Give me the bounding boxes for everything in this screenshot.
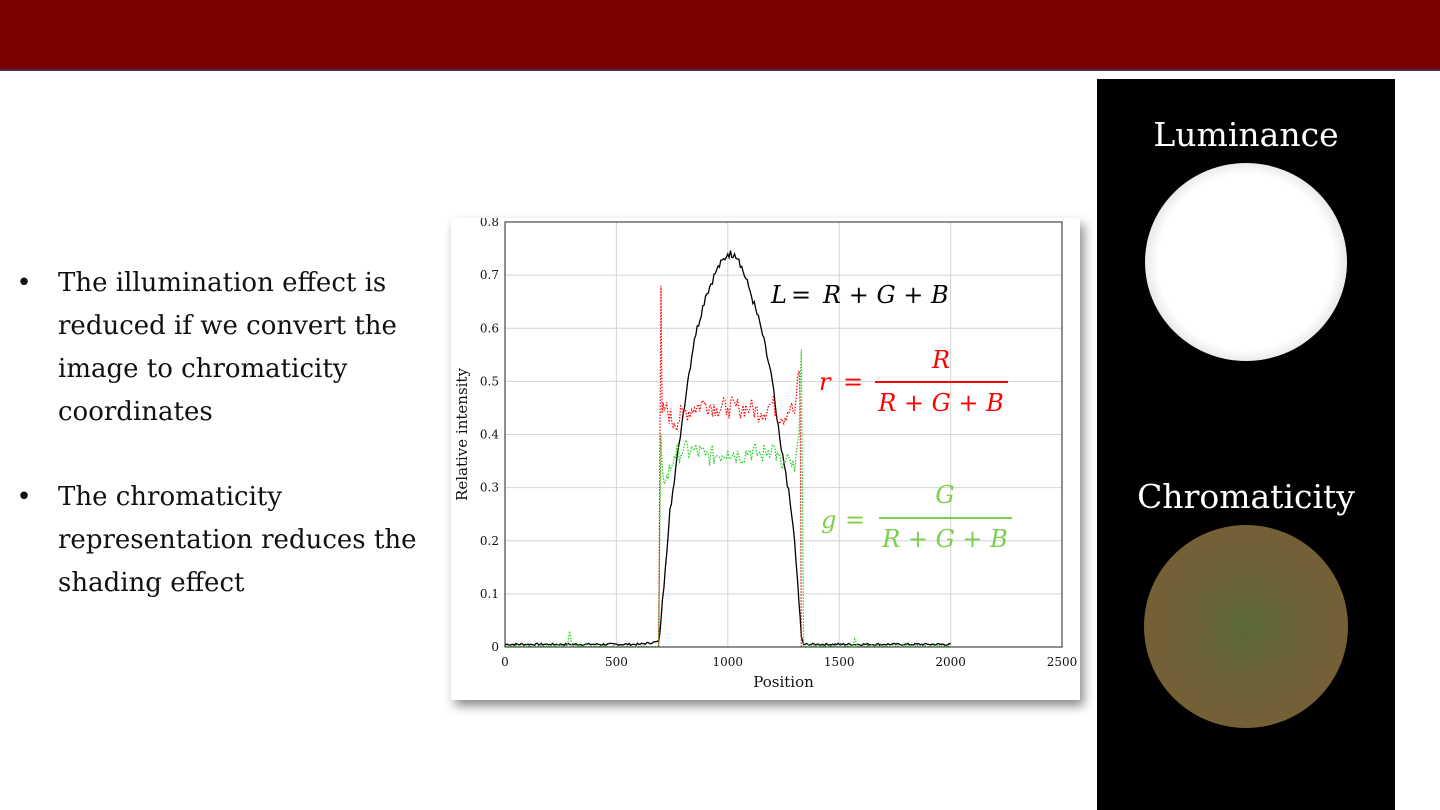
series-layer (504, 250, 951, 649)
x-tick-label: 500 (605, 655, 628, 669)
intensity-chart: 0 500 1000 1500 2000 2500 0 0.1 0.2 0.3 0.4 0.5 0.6 0… (451, 218, 1080, 700)
y-tick-label: 0.4 (480, 428, 499, 442)
y-tick-label: 0.7 (480, 268, 499, 282)
chart-svg: 0 500 1000 1500 2000 2500 0 0.1 0.2 0.3 0.4 0.5 0.6 0… (453, 218, 1077, 691)
formula-r-eq: = (843, 368, 863, 396)
chromaticity-title: Chromaticity (1137, 477, 1355, 516)
bullet-list: • The illumination effect is reduced if … (14, 262, 434, 647)
y-tick-label: 0 (491, 640, 499, 654)
series-line (658, 285, 802, 648)
x-tick-label: 2500 (1047, 655, 1078, 669)
x-tick-label: 1000 (713, 655, 744, 669)
formula-luminance: L = R + G + B (770, 281, 949, 309)
comparison-panel: Luminance Chromaticity (1097, 79, 1395, 810)
bullet-text: The chromaticity representation reduces … (58, 482, 417, 598)
bullet-dot-icon: • (16, 482, 32, 512)
x-tick-label: 1500 (824, 655, 855, 669)
formula-g: g = G R + G + B (821, 481, 1012, 553)
formula-r-numerator: R (931, 346, 950, 374)
luminance-disc-image (1145, 163, 1347, 361)
formula-g-numerator: G (935, 481, 954, 509)
x-tick-label: 2000 (935, 655, 966, 669)
luminance-title: Luminance (1153, 115, 1339, 154)
formula-r: r = R R + G + B (819, 346, 1008, 417)
formula-r-denominator: R + G + B (877, 389, 1004, 417)
formula-l-rhs: R + G + B (822, 281, 949, 309)
formula-r-lhs: r (819, 368, 832, 396)
bullet-item: • The illumination effect is reduced if … (14, 262, 434, 434)
y-tick-label: 0.2 (480, 534, 499, 548)
tick-labels: 0 500 1000 1500 2000 2500 0 0.1 0.2 0.3 0.4 0.5 0.6 0… (480, 218, 1077, 669)
formula-g-denominator: R + G + B (881, 525, 1008, 553)
x-axis-label: Position (753, 673, 814, 691)
x-tick-label: 0 (501, 655, 509, 669)
formula-l-lhs: L (770, 281, 787, 309)
chromaticity-disc-image (1144, 525, 1348, 728)
formula-l-eq: = (791, 281, 811, 309)
bullet-item: • The chromaticity representation reduce… (14, 476, 434, 605)
title-banner (0, 0, 1440, 71)
plot-frame (504, 221, 1063, 648)
y-tick-label: 0.3 (480, 481, 499, 495)
formula-g-lhs: g (821, 506, 836, 534)
series-line (504, 349, 951, 649)
y-axis-label: Relative intensity (453, 368, 471, 501)
y-tick-label: 0.8 (480, 218, 499, 229)
y-tick-label: 0.1 (480, 587, 499, 601)
bullet-dot-icon: • (16, 268, 32, 298)
y-tick-label: 0.6 (480, 321, 499, 335)
bullet-text: The illumination effect is reduced if we… (58, 268, 397, 427)
formula-g-eq: = (845, 506, 865, 534)
y-tick-label: 0.5 (480, 374, 499, 388)
